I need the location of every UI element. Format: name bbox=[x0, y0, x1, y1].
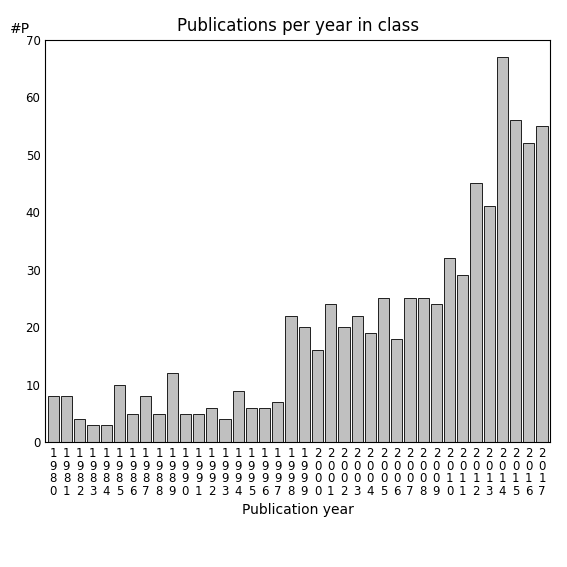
Bar bbox=[114, 385, 125, 442]
Bar bbox=[523, 143, 535, 442]
Title: Publications per year in class: Publications per year in class bbox=[176, 18, 419, 35]
Bar bbox=[391, 338, 403, 442]
Bar bbox=[352, 316, 363, 442]
Bar bbox=[74, 419, 85, 442]
Bar bbox=[312, 350, 323, 442]
Bar bbox=[497, 57, 508, 442]
Bar bbox=[285, 316, 297, 442]
Bar bbox=[365, 333, 376, 442]
Bar bbox=[87, 425, 99, 442]
Bar bbox=[206, 408, 217, 442]
Bar bbox=[484, 206, 495, 442]
Bar bbox=[167, 373, 178, 442]
Bar bbox=[232, 391, 244, 442]
Bar bbox=[246, 408, 257, 442]
Bar bbox=[153, 413, 164, 442]
Bar bbox=[417, 298, 429, 442]
Bar bbox=[100, 425, 112, 442]
Bar bbox=[127, 413, 138, 442]
Bar bbox=[61, 396, 72, 442]
Text: #P: #P bbox=[10, 22, 30, 36]
Bar bbox=[259, 408, 270, 442]
X-axis label: Publication year: Publication year bbox=[242, 503, 354, 517]
Bar bbox=[325, 304, 336, 442]
Bar bbox=[193, 413, 204, 442]
Bar bbox=[444, 258, 455, 442]
Bar bbox=[219, 419, 231, 442]
Bar bbox=[510, 120, 521, 442]
Bar bbox=[140, 396, 151, 442]
Bar bbox=[378, 298, 389, 442]
Bar bbox=[404, 298, 416, 442]
Bar bbox=[431, 304, 442, 442]
Bar bbox=[457, 276, 468, 442]
Bar bbox=[48, 396, 59, 442]
Bar bbox=[338, 327, 349, 442]
Bar bbox=[272, 402, 284, 442]
Bar bbox=[536, 126, 548, 442]
Bar bbox=[471, 184, 481, 442]
Bar bbox=[299, 327, 310, 442]
Bar bbox=[180, 413, 191, 442]
